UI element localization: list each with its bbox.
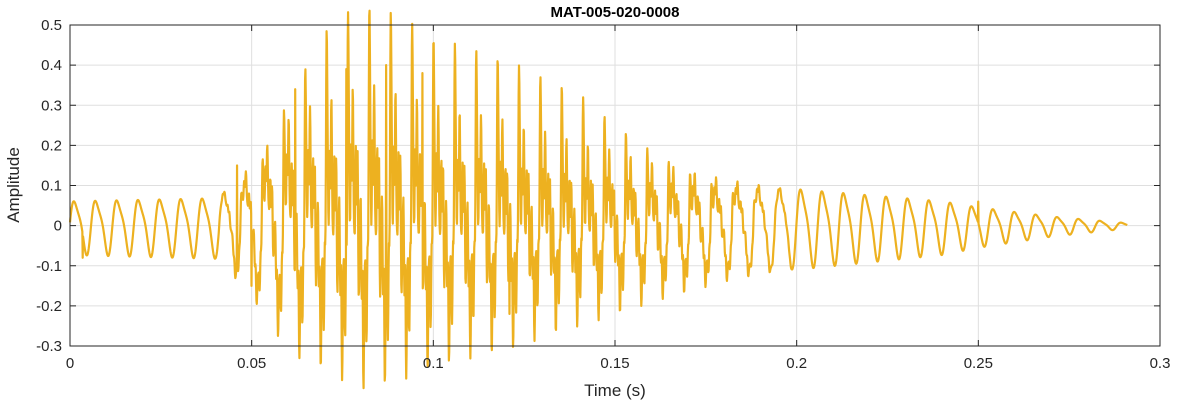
y-tick-label: 0.5 — [41, 17, 62, 34]
x-tick-label: 0.1 — [423, 355, 444, 372]
x-tick-label: 0.25 — [964, 355, 993, 372]
chart-title: MAT-005-020-0008 — [551, 4, 680, 21]
y-tick-label: 0.1 — [41, 178, 62, 195]
x-tick-label: 0.3 — [1150, 355, 1171, 372]
y-tick-label: 0.3 — [41, 97, 62, 114]
x-axis-label: Time (s) — [584, 381, 646, 400]
x-tick-labels: 0 0.05 0.1 0.15 0.2 0.25 0.3 — [66, 355, 1171, 372]
series-line — [68, 9, 1129, 390]
y-tick-label: -0.2 — [36, 298, 62, 315]
x-tick-label: 0.05 — [237, 355, 266, 372]
y-tick-label: 0.4 — [41, 57, 62, 74]
y-axis-label: Amplitude — [4, 147, 23, 223]
y-tick-label: -0.1 — [36, 258, 62, 275]
y-tick-label: 0 — [54, 218, 62, 235]
y-tick-label: 0.2 — [41, 137, 62, 154]
x-tick-label: 0.2 — [786, 355, 807, 372]
ticks — [69, 24, 1161, 347]
x-tick-label: 0.15 — [600, 355, 629, 372]
x-tick-label: 0 — [66, 355, 74, 372]
y-tick-label: -0.3 — [36, 338, 62, 355]
y-tick-labels: -0.3 -0.2 -0.1 0 0.1 0.2 0.3 0.4 0.5 — [36, 17, 62, 355]
